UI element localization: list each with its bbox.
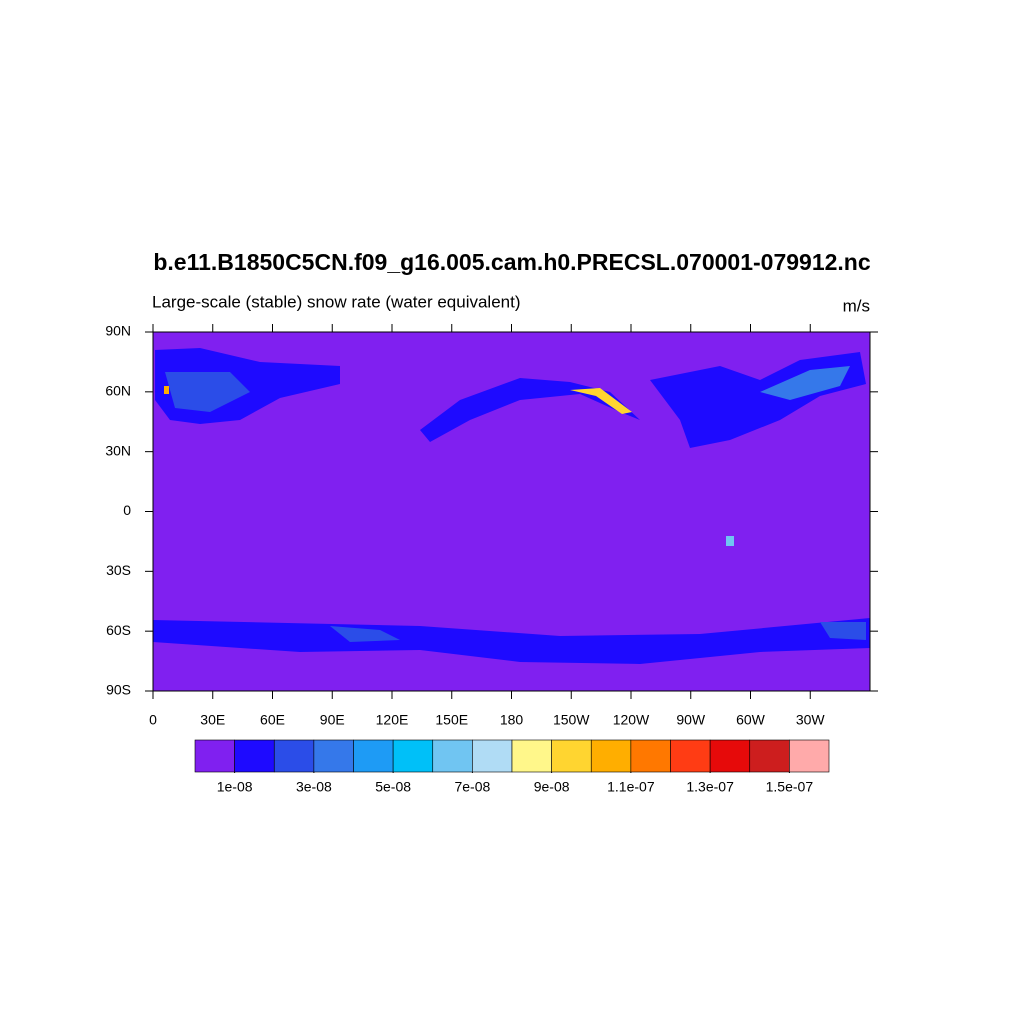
colorbar-label: 1.5e-07 <box>766 779 814 795</box>
eurasia-snow-detail <box>165 372 250 412</box>
lon-tick-label: 90E <box>320 712 345 728</box>
colorbar-label: 1.1e-07 <box>607 779 655 795</box>
lon-tick-label: 180 <box>500 712 524 728</box>
left-string: Large-scale (stable) snow rate (water eq… <box>152 292 521 311</box>
north-america-snow-detail <box>760 366 850 400</box>
lon-tick-label: 150W <box>553 712 590 728</box>
colorbar-box <box>709 739 751 773</box>
colorbar-box <box>313 739 354 773</box>
colorbar-box <box>432 739 473 773</box>
lon-tick-label: 150E <box>435 712 468 728</box>
scandinavia-snow-peak <box>164 386 169 394</box>
colorbar-box <box>590 739 632 773</box>
colorbar-label: 1.3e-07 <box>686 779 734 795</box>
colorbar-box <box>392 739 434 773</box>
colorbar-box <box>511 739 552 773</box>
colorbar-box <box>234 739 275 773</box>
colorbar-box <box>194 739 235 773</box>
colorbar-box <box>551 739 592 773</box>
lat-tick-label: 90N <box>105 323 131 339</box>
colorbar-box <box>670 739 711 773</box>
pacific-snow <box>420 378 640 442</box>
southern-snow-band-detail <box>330 622 866 642</box>
colorbar-box <box>353 739 394 773</box>
colorbar-label: 1e-08 <box>217 779 253 795</box>
colorbar-box <box>749 739 790 773</box>
lon-tick-label: 90W <box>676 712 706 728</box>
colorbar-label: 7e-08 <box>454 779 490 795</box>
lat-tick-label: 30S <box>106 562 131 578</box>
andes-snow <box>726 536 734 546</box>
map-field <box>152 331 871 692</box>
lat-tick-label: 60N <box>105 383 131 399</box>
colorbar-label: 3e-08 <box>296 779 332 795</box>
colorbar-label: 9e-08 <box>534 779 570 795</box>
lat-tick-label: 0 <box>123 502 131 518</box>
lat-tick-label: 30N <box>105 442 131 458</box>
lon-tick-label: 120W <box>613 712 650 728</box>
colorbar-box <box>273 739 315 773</box>
lon-tick-label: 60W <box>736 712 766 728</box>
lon-tick-label: 30E <box>200 712 225 728</box>
lat-tick-label: 90S <box>106 682 131 698</box>
title: b.e11.B1850C5CN.f09_g16.005.cam.h0.PRECS… <box>153 249 870 275</box>
right-string: m/s <box>843 296 870 315</box>
alaska-snow-peak <box>570 388 632 414</box>
colorbar-box <box>630 739 671 773</box>
lon-tick-label: 0 <box>149 712 157 728</box>
lon-tick-label: 60E <box>260 712 285 728</box>
lat-tick-label: 60S <box>106 622 131 638</box>
colorbar-box <box>472 739 513 773</box>
colorbar-box <box>789 739 830 773</box>
lon-tick-label: 120E <box>376 712 409 728</box>
lon-tick-label: 30W <box>796 712 826 728</box>
colorbar-label: 5e-08 <box>375 779 411 795</box>
southern-snow-band <box>153 618 870 664</box>
